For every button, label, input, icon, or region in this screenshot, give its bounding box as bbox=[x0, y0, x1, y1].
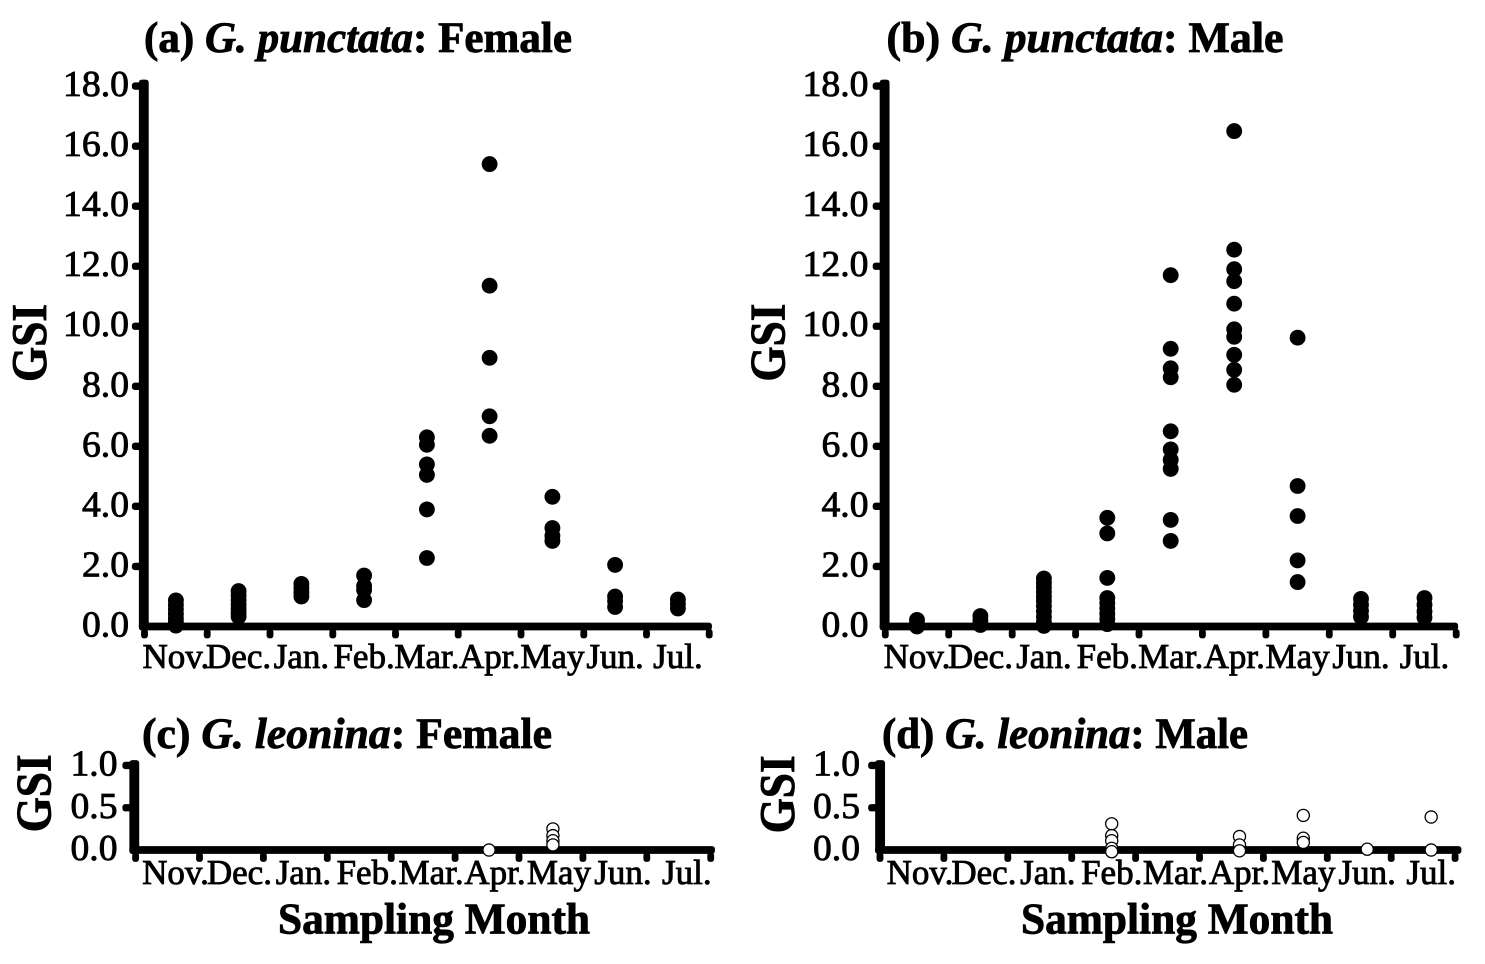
svg-text:Dec.: Dec. bbox=[206, 637, 271, 676]
svg-text:Apr.: Apr. bbox=[459, 637, 520, 676]
svg-text:Jul.: Jul. bbox=[1400, 637, 1450, 676]
svg-text:Jun.: Jun. bbox=[586, 637, 643, 676]
svg-text:14.0: 14.0 bbox=[803, 183, 869, 224]
svg-text:(d) G. leonina: Male: (d) G. leonina: Male bbox=[882, 710, 1248, 758]
svg-text:(a) G. punctata: Female: (a) G. punctata: Female bbox=[144, 14, 572, 62]
svg-text:16.0: 16.0 bbox=[63, 123, 129, 164]
svg-text:(b) G. punctata: Male: (b) G. punctata: Male bbox=[887, 14, 1284, 62]
svg-text:12.0: 12.0 bbox=[803, 243, 869, 284]
svg-text:Jul.: Jul. bbox=[653, 637, 703, 676]
svg-text:Jun.: Jun. bbox=[594, 853, 651, 892]
svg-text:Jul.: Jul. bbox=[662, 853, 712, 892]
svg-text:Nov.: Nov. bbox=[887, 853, 954, 892]
svg-text:4.0: 4.0 bbox=[822, 483, 869, 524]
svg-text:GSI: GSI bbox=[1, 304, 57, 382]
svg-text:Jan.: Jan. bbox=[1020, 853, 1075, 892]
svg-text:0.0: 0.0 bbox=[813, 827, 860, 868]
svg-text:May: May bbox=[527, 853, 592, 892]
svg-text:Sampling Month: Sampling Month bbox=[278, 895, 590, 944]
svg-text:Dec.: Dec. bbox=[948, 637, 1013, 676]
svg-text:Dec.: Dec. bbox=[951, 853, 1016, 892]
svg-text:0.5: 0.5 bbox=[71, 785, 118, 826]
svg-text:Feb.: Feb. bbox=[333, 637, 394, 676]
svg-text:1.0: 1.0 bbox=[71, 743, 118, 784]
svg-text:(c) G. leonina: Female: (c) G. leonina: Female bbox=[142, 710, 552, 758]
svg-text:8.0: 8.0 bbox=[82, 363, 129, 404]
svg-text:Apr.: Apr. bbox=[1204, 637, 1265, 676]
svg-text:0.0: 0.0 bbox=[822, 604, 869, 645]
svg-text:6.0: 6.0 bbox=[822, 423, 869, 464]
svg-text:18.0: 18.0 bbox=[803, 63, 869, 104]
svg-text:Jan.: Jan. bbox=[1016, 637, 1071, 676]
svg-text:Jan.: Jan. bbox=[274, 637, 329, 676]
svg-text:Jan.: Jan. bbox=[276, 853, 331, 892]
svg-text:Nov.: Nov. bbox=[884, 637, 951, 676]
svg-text:Apr.: Apr. bbox=[1209, 853, 1270, 892]
svg-text:Mar.: Mar. bbox=[1143, 853, 1208, 892]
svg-text:10.0: 10.0 bbox=[803, 303, 869, 344]
svg-text:0.0: 0.0 bbox=[71, 827, 118, 868]
svg-text:2.0: 2.0 bbox=[82, 544, 129, 585]
svg-text:Apr.: Apr. bbox=[464, 853, 525, 892]
svg-text:6.0: 6.0 bbox=[82, 423, 129, 464]
svg-text:0.5: 0.5 bbox=[813, 785, 860, 826]
svg-text:Mar.: Mar. bbox=[399, 853, 464, 892]
svg-text:May: May bbox=[1271, 853, 1336, 892]
svg-text:GSI: GSI bbox=[740, 304, 796, 382]
svg-text:May: May bbox=[520, 637, 585, 676]
svg-text:Nov.: Nov. bbox=[143, 637, 210, 676]
svg-text:4.0: 4.0 bbox=[82, 483, 129, 524]
svg-text:GSI: GSI bbox=[6, 754, 62, 832]
svg-text:GSI: GSI bbox=[749, 755, 805, 833]
svg-text:Dec.: Dec. bbox=[207, 853, 272, 892]
svg-text:Feb.: Feb. bbox=[1077, 637, 1138, 676]
svg-text:Sampling Month: Sampling Month bbox=[1021, 895, 1333, 944]
svg-text:Jun.: Jun. bbox=[1332, 637, 1389, 676]
svg-text:10.0: 10.0 bbox=[63, 303, 129, 344]
svg-text:Mar.: Mar. bbox=[394, 637, 459, 676]
svg-text:Feb.: Feb. bbox=[337, 853, 398, 892]
svg-text:14.0: 14.0 bbox=[63, 183, 129, 224]
svg-text:Feb.: Feb. bbox=[1081, 853, 1142, 892]
svg-text:Jul.: Jul. bbox=[1406, 853, 1456, 892]
svg-text:1.0: 1.0 bbox=[813, 743, 860, 784]
svg-text:16.0: 16.0 bbox=[803, 123, 869, 164]
svg-text:Nov.: Nov. bbox=[142, 853, 209, 892]
svg-text:12.0: 12.0 bbox=[63, 243, 129, 284]
svg-text:18.0: 18.0 bbox=[63, 63, 129, 104]
svg-text:0.0: 0.0 bbox=[82, 604, 129, 645]
svg-text:Mar.: Mar. bbox=[1138, 637, 1203, 676]
svg-text:8.0: 8.0 bbox=[822, 363, 869, 404]
svg-text:Jun.: Jun. bbox=[1339, 853, 1396, 892]
svg-text:May: May bbox=[1266, 637, 1331, 676]
svg-text:2.0: 2.0 bbox=[822, 544, 869, 585]
